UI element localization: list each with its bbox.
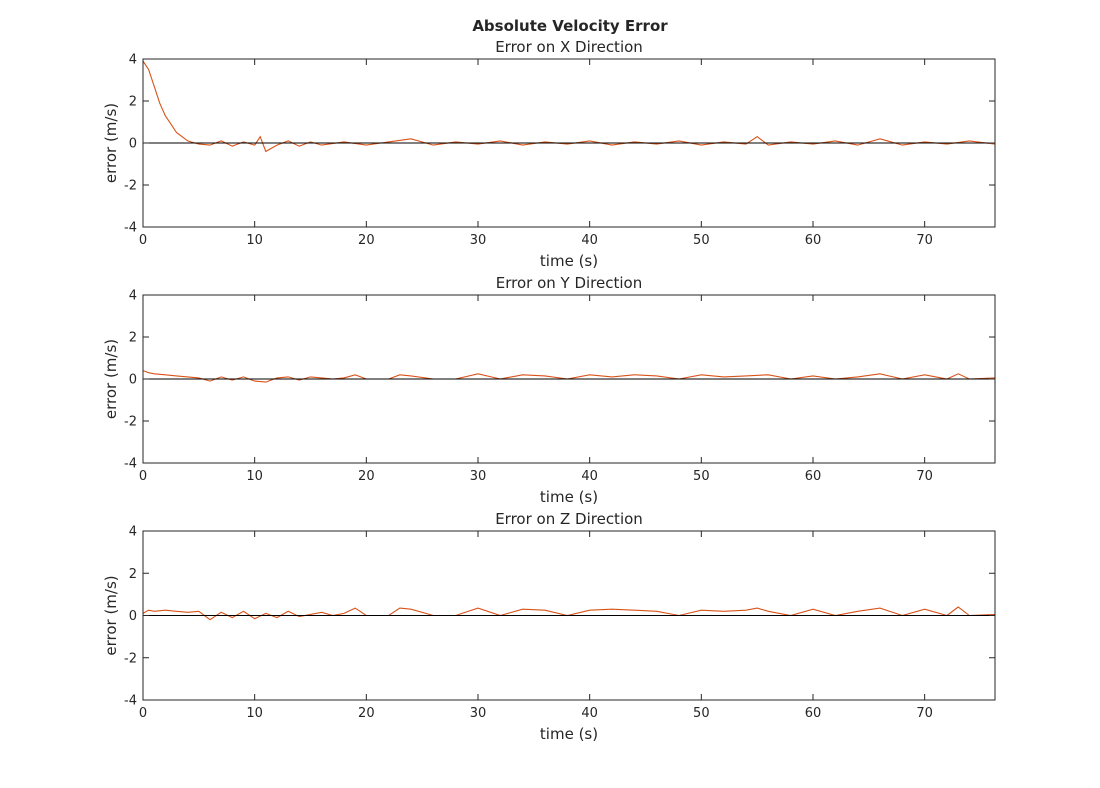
y-axis-label-x: error (m/s) <box>102 103 120 183</box>
x-tick-label: 10 <box>246 469 263 484</box>
subplot-x: 0 10 20 30 40 50 60 70 -4 -2 0 2 4 Error on X Directi… <box>102 38 996 270</box>
x-axis-label-x: time (s) <box>540 252 598 270</box>
x-axis-label-z: time (s) <box>540 725 598 743</box>
y-tick-label: -2 <box>124 179 137 194</box>
x-tick-label: 50 <box>693 469 710 484</box>
subplot-title-y: Error on Y Direction <box>496 274 642 292</box>
x-tick-label: 40 <box>581 706 598 721</box>
y-tick-label: -4 <box>124 694 137 709</box>
y-tick-label: -2 <box>124 415 137 430</box>
y-tick-label: 4 <box>129 289 137 304</box>
x-tick-label: 60 <box>805 469 822 484</box>
y-tick-label: 0 <box>129 609 137 624</box>
y-tick-label: -4 <box>124 457 137 472</box>
x-tick-label: 70 <box>916 233 933 248</box>
subplot-y: 0 10 20 30 40 50 60 70 -4 -2 0 2 4 Error on Y Directi… <box>102 274 996 506</box>
subplot-title-z: Error on Z Direction <box>495 510 643 528</box>
x-tick-label: 40 <box>581 233 598 248</box>
x-tick-label: 0 <box>139 706 147 721</box>
x-tick-label: 20 <box>358 469 375 484</box>
error-line-z <box>143 606 995 621</box>
x-tick-label: 40 <box>581 469 598 484</box>
x-tick-label: 20 <box>358 233 375 248</box>
x-tick-label: 70 <box>916 706 933 721</box>
x-tick-label: 30 <box>470 469 487 484</box>
y-tick-label: 2 <box>129 331 137 346</box>
subplot-z: 0 10 20 30 40 50 60 70 -4 -2 0 2 4 Error on Z Directi… <box>102 510 996 743</box>
y-axis-label-y: error (m/s) <box>102 339 120 419</box>
x-tick-label: 50 <box>693 706 710 721</box>
figure-title: Absolute Velocity Error <box>472 17 668 35</box>
x-tick-label: 0 <box>139 469 147 484</box>
x-tick-label: 0 <box>139 233 147 248</box>
y-tick-label: 0 <box>129 373 137 388</box>
x-tick-label: 60 <box>805 706 822 721</box>
x-tick-label: 60 <box>805 233 822 248</box>
x-tick-label: 30 <box>470 706 487 721</box>
y-tick-label: 2 <box>129 95 137 110</box>
x-axis-label-y: time (s) <box>540 488 598 506</box>
x-tick-label: 20 <box>358 706 375 721</box>
y-tick-label: -4 <box>124 221 137 236</box>
y-tick-label: 4 <box>129 525 137 540</box>
y-axis-label-z: error (m/s) <box>102 575 120 655</box>
x-tick-label: 10 <box>246 233 263 248</box>
x-tick-label: 70 <box>916 469 933 484</box>
x-tick-label: 30 <box>470 233 487 248</box>
y-tick-label: 2 <box>129 567 137 582</box>
y-tick-label: 0 <box>129 137 137 152</box>
y-tick-label: -2 <box>124 651 137 666</box>
y-tick-label: 4 <box>129 53 137 68</box>
x-tick-label: 10 <box>246 706 263 721</box>
x-tick-label: 50 <box>693 233 710 248</box>
subplot-title-x: Error on X Direction <box>495 38 643 56</box>
